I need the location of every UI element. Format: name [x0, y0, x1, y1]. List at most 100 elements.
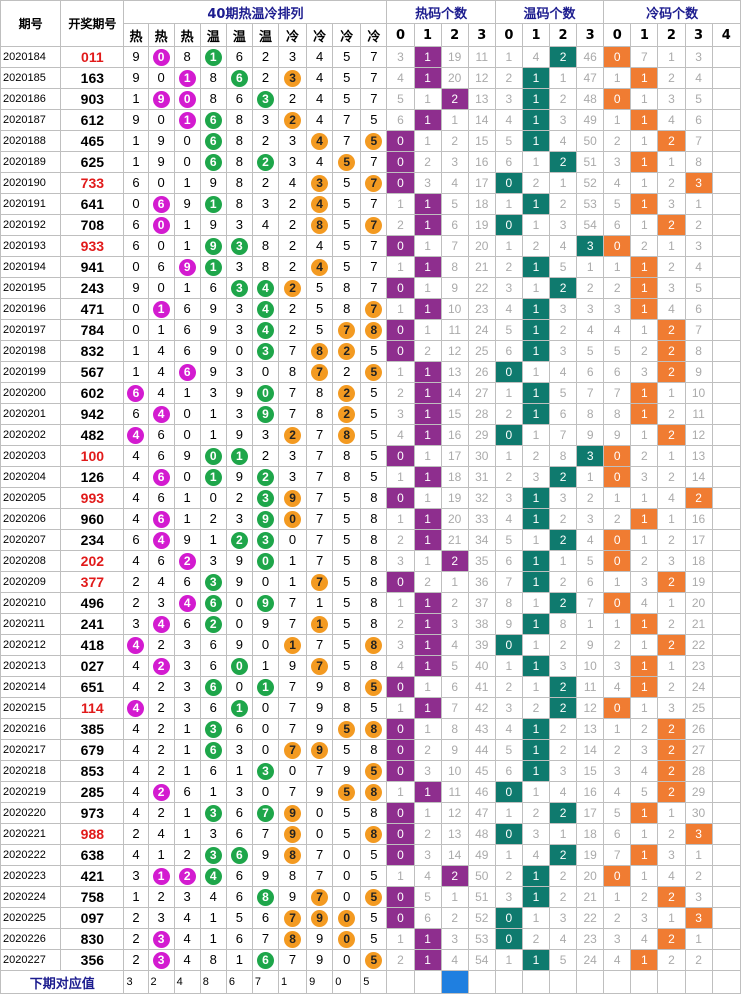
arrangement-cell: 4: [306, 235, 334, 257]
arrangement-cell: 5: [360, 697, 388, 719]
arrangement-cell: 1: [199, 466, 227, 488]
warm-count-cell: 50: [576, 130, 605, 152]
table-row: 2020196 471 0 1 6 9 3 4 2 5 8 7 1 1 10 23 4 1 3 3 3 1 4 6: [0, 298, 741, 320]
hot-count-cell: 15: [440, 403, 469, 425]
period-cell: 2020222: [0, 844, 62, 866]
draw-cell: 784: [60, 319, 125, 341]
warm-count-cell: 16: [576, 781, 605, 803]
hot-count-cell: 1: [413, 529, 442, 551]
cold-count-cell: 2: [657, 760, 686, 782]
arrangement-cell: 9: [199, 235, 227, 257]
table-row: 2020202 482 4 6 0 1 9 3 2 7 8 5 4 1 16 29 0 1 7 9 9 1 2 12: [0, 424, 741, 446]
hit-ball: 0: [178, 91, 196, 108]
arrangement-cell: 1: [123, 361, 149, 383]
hit-ball: 9: [284, 490, 302, 507]
warm-count-cell: 0: [494, 214, 523, 236]
arrangement-cell: 7: [306, 361, 334, 383]
arrangement-cell: 4: [251, 319, 280, 341]
warm-count-cell: 47: [576, 67, 605, 89]
hit-ball: 3: [256, 763, 274, 780]
warm-count-cell: 1: [521, 424, 551, 446]
arrangement-cell: 3: [251, 760, 280, 782]
hit-ball: 3: [152, 952, 170, 969]
draw-cell: 377: [60, 571, 125, 593]
cold-count-cell: 3: [657, 88, 686, 110]
arrangement-cell: 1: [173, 508, 201, 530]
arrangement-cell: 2: [277, 319, 308, 341]
hot-count-cell: 3: [440, 151, 469, 173]
arrangement-cell: 6: [147, 550, 175, 572]
cold-count-cell: 2: [630, 340, 659, 362]
hit-ball: 9: [284, 805, 302, 822]
hot-count-cell: 1: [413, 487, 442, 509]
warm-count-cell: 53: [576, 193, 605, 215]
arrangement-cell: 8: [360, 508, 388, 530]
warm-count-cell: 7: [494, 571, 523, 593]
cold-count-cell: 11: [684, 403, 713, 425]
arrangement-cell: 1: [199, 781, 227, 803]
arrangement-cell: 1: [147, 844, 175, 866]
cold-count-cell: 3: [657, 277, 686, 299]
cold-count-cell: 3: [603, 655, 632, 677]
hit-ball: 2: [152, 784, 170, 801]
hot-count-cell: 23: [467, 298, 496, 320]
hot-count-cell: 0: [386, 319, 415, 341]
arrangement-cell: 2: [277, 277, 308, 299]
cold-count-cell: 1: [630, 424, 659, 446]
cold-count-cell: 23: [684, 655, 713, 677]
arrangement-cell: 0: [277, 760, 308, 782]
cold-count-cell: 5: [603, 340, 632, 362]
draw-header: 开奖期号: [60, 0, 125, 47]
warm-count-cell: 1: [521, 781, 551, 803]
cold-count-cell: 29: [684, 781, 713, 803]
arrangement-cell: 2: [332, 340, 362, 362]
hot-count-cell: 1: [386, 193, 415, 215]
hit-ball: 4: [127, 427, 145, 444]
hot-count-cell: 32: [467, 487, 496, 509]
table-row: 2020207 234 6 4 9 1 2 3 0 7 5 8 2 1 21 34 5 1 2 4 0 1 2 17: [0, 529, 741, 551]
hot-count-cell: 0: [386, 172, 415, 194]
hit-ball: 0: [284, 511, 302, 528]
hot-count-cell: 0: [386, 844, 415, 866]
cold-count-cell: 3: [603, 151, 632, 173]
arrangement-cell: 4: [123, 844, 149, 866]
period-cell: 2020211: [0, 613, 62, 635]
cold-count-cell: 3: [684, 886, 713, 908]
cold-count-cell: 19: [684, 571, 713, 593]
hot-count-cell: 33: [467, 508, 496, 530]
arrangement-cell: 6: [147, 466, 175, 488]
hot-count-cell: 2: [386, 949, 415, 971]
cold-count-cell: 2: [630, 445, 659, 467]
warm-count-cell: 2: [549, 592, 578, 614]
cold-count-cell: 28: [684, 760, 713, 782]
hit-ball: 3: [204, 805, 222, 822]
arrangement-cell: 5: [306, 277, 334, 299]
footer-blank: [576, 970, 605, 994]
cold-count-cell: 1: [630, 319, 659, 341]
warm-count-cell: 1: [521, 508, 551, 530]
warm-count-cell: 2: [494, 466, 523, 488]
hot-count-cell: 1: [413, 634, 442, 656]
cold-count-cell: [711, 718, 741, 740]
hot-count-cell: 3: [386, 46, 415, 68]
hit-ball: 6: [152, 511, 170, 528]
arrangement-cell: 7: [360, 256, 388, 278]
arrangement-cell: 5: [360, 340, 388, 362]
hit-ball: 4: [127, 637, 145, 654]
draw-cell: 973: [60, 802, 125, 824]
warm-count-cell: 5: [494, 739, 523, 761]
hot-count-cell: 14: [467, 109, 496, 131]
draw-cell: 733: [60, 172, 125, 194]
arrangement-cell: 1: [306, 613, 334, 635]
arrangement-cell: 6: [199, 697, 227, 719]
warm-count-cell: 3: [521, 823, 551, 845]
hit-ball: 9: [204, 238, 222, 255]
cold-count-cell: 1: [630, 865, 659, 887]
hit-ball: 1: [178, 112, 196, 129]
arrangement-cell: 8: [360, 739, 388, 761]
cold-count-cell: [711, 277, 741, 299]
cold-count-cell: 1: [630, 508, 659, 530]
hit-ball: 4: [256, 322, 274, 339]
warm-count-cell: 0: [494, 823, 523, 845]
arrangement-cell: 4: [147, 361, 175, 383]
